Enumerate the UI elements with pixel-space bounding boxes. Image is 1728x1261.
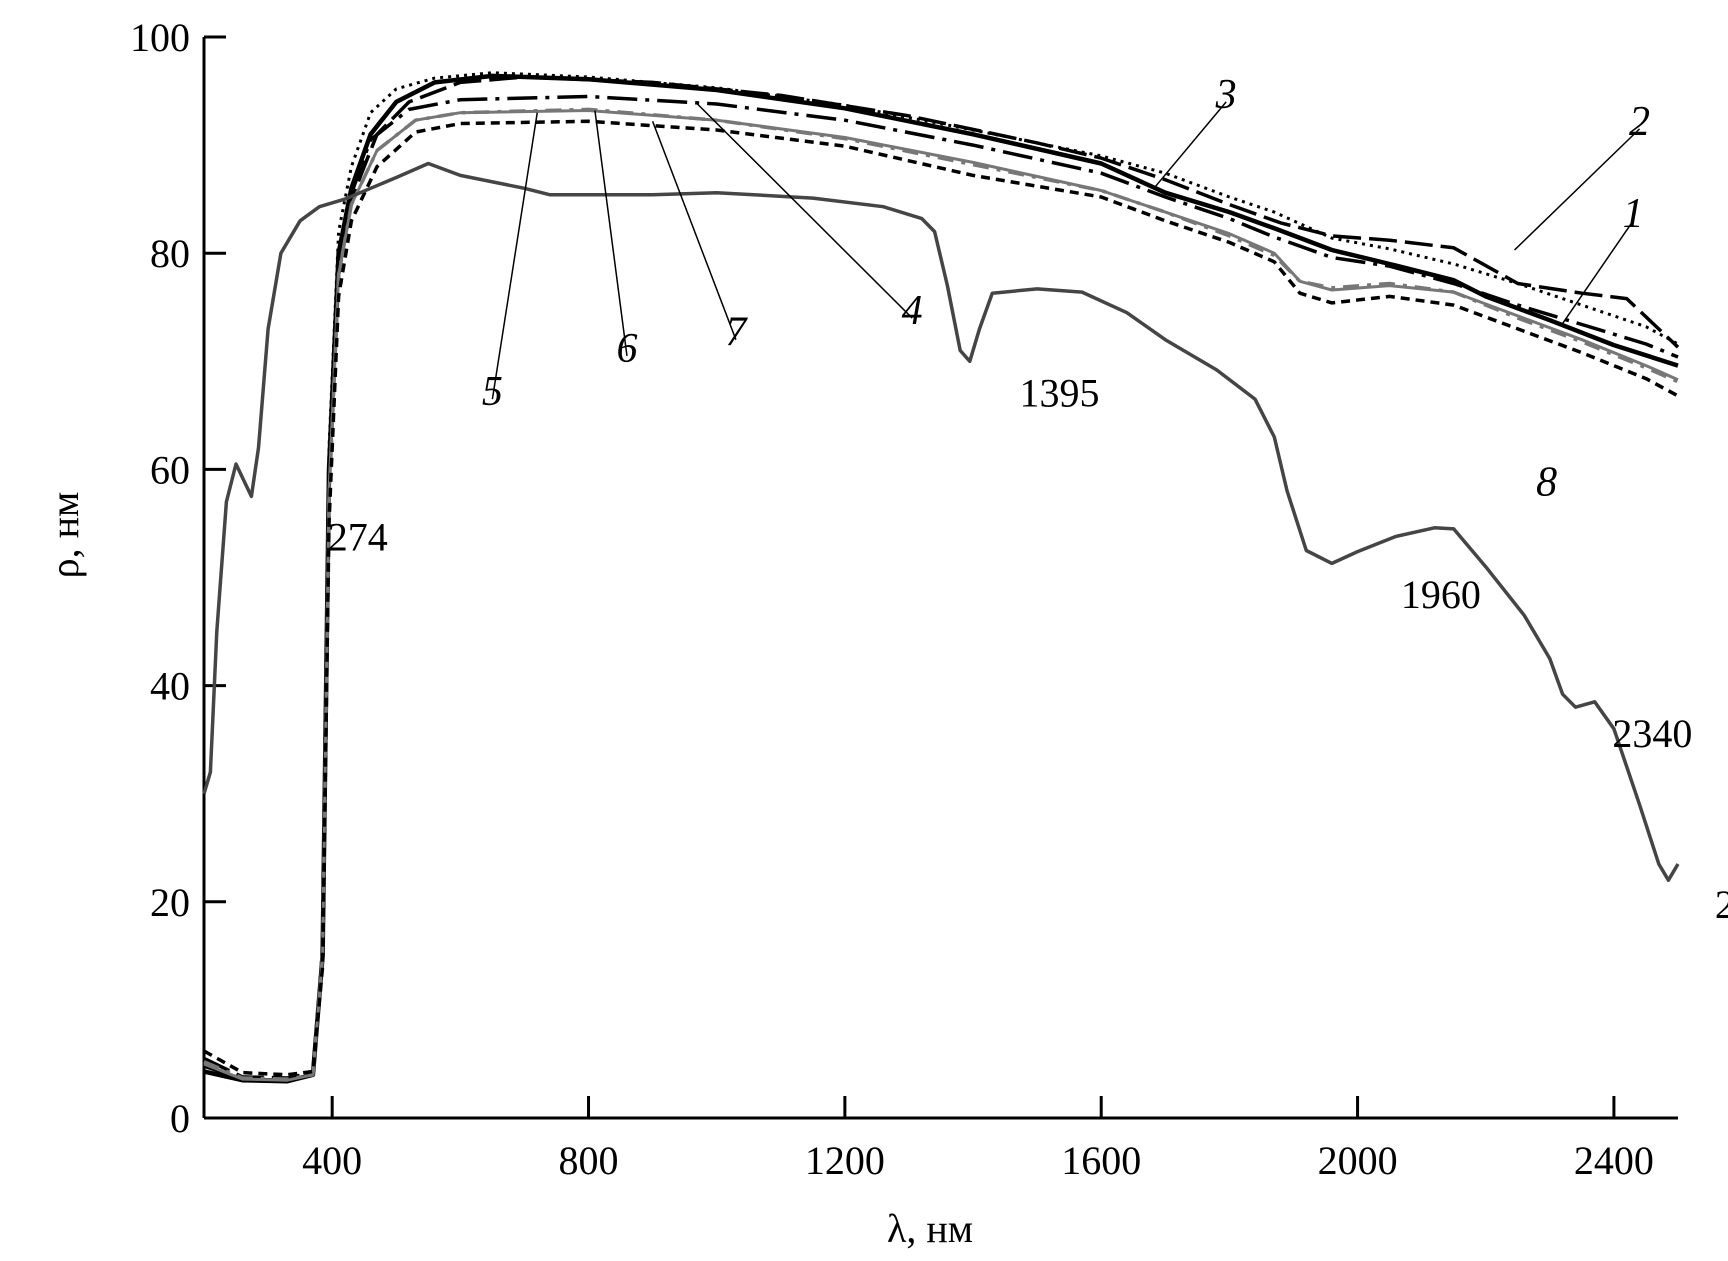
y-axis-title: ρ, нм [42,492,87,579]
series-line-7 [203,119,1679,1077]
y-tick-label: 60 [150,447,190,492]
peak-annotation: 274 [328,514,388,559]
series-label-1: 1 [1623,191,1644,237]
label-leaders [491,101,1641,400]
x-tick-label: 800 [559,1138,619,1183]
y-tick-label: 20 [150,880,190,925]
ticks: 0 20 40 60 80 100 400 800 1200 1600 2000 2400 [130,15,1654,1183]
x-tick-label: 2400 [1574,1138,1654,1183]
x-tick-label: 1600 [1061,1138,1141,1183]
series-line-8 [202,161,1680,882]
series-lines [202,71,1680,1084]
peak-annotation: 1395 [1020,371,1100,416]
label-leader-2 [1514,128,1641,251]
y-tick-label: 80 [150,231,190,276]
peak-annotation: 1960 [1401,572,1481,617]
peak-annotation: 2485 [1715,882,1728,927]
label-leader-5 [491,112,538,400]
label-leader-3 [1155,101,1227,187]
series-label-8: 8 [1536,459,1557,505]
series-line-6 [203,107,1679,1081]
y-tick-label: 0 [170,1096,190,1141]
label-leader-6 [594,110,628,356]
axes [202,37,1678,1120]
series-label-6: 6 [616,326,637,372]
series-label-4: 4 [902,288,923,334]
label-leader-1 [1562,220,1634,324]
x-tick-label: 1200 [805,1138,885,1183]
series-labels: 1 2 3 4 5 6 7 274 1395 1960 2340 8 2485 [328,72,1728,927]
series-label-5: 5 [482,369,503,415]
series-label-3: 3 [1215,72,1237,118]
x-tick-label: 2000 [1318,1138,1398,1183]
peak-annotation: 2340 [1612,711,1692,756]
label-leader-7 [651,121,737,340]
series-label-7: 7 [725,310,748,356]
y-tick-label: 40 [150,664,190,709]
x-tick-label: 400 [302,1138,362,1183]
label-leader-4 [696,103,913,319]
y-tick-label: 100 [130,15,190,60]
x-axis-title: λ, нм [887,1206,973,1251]
series-label-2: 2 [1629,99,1650,145]
